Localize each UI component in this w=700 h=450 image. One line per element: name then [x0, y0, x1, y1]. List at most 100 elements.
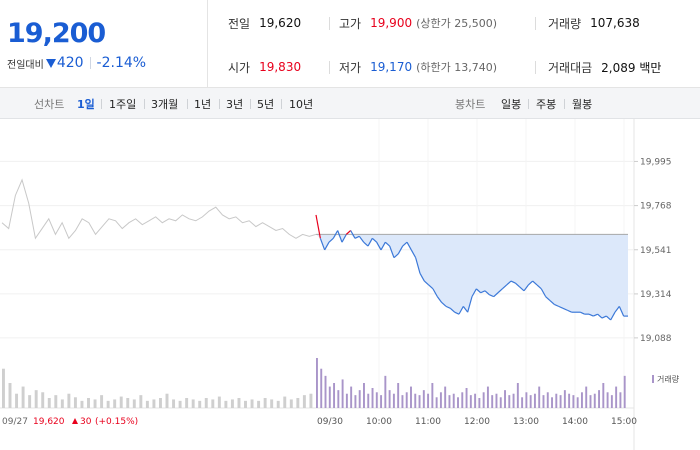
volume-bar — [172, 399, 176, 408]
prev-close-footer: 19,620 — [33, 417, 65, 427]
volume-bar — [204, 398, 208, 408]
today-series-segment — [601, 315, 607, 319]
volume-bar — [580, 392, 583, 408]
today-series-segment — [358, 235, 365, 243]
x-tick-label: 10:00 — [366, 417, 392, 427]
volume-bar — [615, 386, 618, 408]
volume-value: 107,638 — [590, 16, 640, 30]
volume-bar — [576, 397, 579, 408]
volume-bar — [21, 386, 25, 408]
today-series-segment — [337, 230, 343, 243]
today-series-segment — [506, 280, 512, 286]
today-series-segment — [527, 280, 534, 286]
volume-bar — [371, 388, 374, 408]
candle-chart-title: 봉차트 — [455, 98, 486, 111]
today-series-segment — [493, 292, 499, 298]
volume-bar — [34, 390, 38, 408]
prev-change-pct-footer: (+0.15%) — [95, 417, 138, 427]
volume-bar — [28, 395, 32, 408]
volume-bar — [8, 383, 12, 408]
volume-bar — [185, 398, 189, 408]
today-series-segment — [380, 241, 386, 251]
tab-1day[interactable]: 1일 — [77, 98, 95, 111]
volume-bar — [623, 375, 626, 408]
volume-bar — [257, 400, 261, 408]
today-series-segment — [397, 245, 404, 255]
tab-3month[interactable]: 3개월 — [151, 98, 179, 111]
volume-bar — [563, 390, 566, 408]
volume-bar — [358, 390, 361, 408]
today-series-segment — [549, 300, 555, 305]
tab-monthly-candle[interactable]: 월봉 — [572, 98, 593, 111]
volume-bar — [363, 383, 365, 408]
volume-bar — [324, 375, 327, 408]
volume-bar — [589, 395, 592, 408]
volume-bar — [302, 395, 306, 408]
volume-bar — [139, 395, 143, 408]
today-series-segment — [540, 288, 547, 297]
intraday-chart: 19,995 19,768 19,541 19,314 19,088 09/30 10:0… — [0, 119, 700, 450]
volume-bar — [414, 393, 417, 408]
volume-bar — [60, 399, 64, 408]
tab-daily-candle[interactable]: 일봉 — [501, 98, 522, 111]
today-series-segment — [389, 245, 395, 258]
volume-bar — [602, 383, 605, 408]
tab-5year[interactable]: 5년 — [257, 98, 275, 111]
volume-bar — [508, 395, 511, 408]
today-series-segment — [562, 307, 568, 311]
today-series-segment — [554, 303, 559, 307]
trade-value-value: 2,089 백만 — [601, 60, 662, 75]
upper-limit: (상한가 25,500) — [416, 17, 498, 30]
today-series-segment — [376, 241, 382, 251]
volume-bar — [320, 368, 323, 408]
tab-10year[interactable]: 10년 — [289, 98, 314, 111]
today-series-segment — [328, 237, 334, 243]
volume-bar — [270, 399, 274, 408]
today-series-segment — [354, 235, 360, 239]
volume-bar — [457, 397, 459, 408]
current-price-box: 19,200 전일대비 420 -2.14% — [0, 0, 208, 88]
tab-divider — [101, 99, 102, 109]
today-series-segment — [402, 241, 408, 247]
today-series-segment — [449, 307, 456, 313]
y-tick-label: 19,314 — [640, 290, 672, 300]
today-series-segment — [510, 280, 516, 284]
today-series-segment — [610, 311, 616, 321]
today-series-segment — [436, 296, 443, 303]
x-tick-label: 09/30 — [317, 417, 343, 427]
up-triangle-icon — [72, 418, 78, 424]
volume-bar — [606, 392, 609, 408]
volume-bar — [551, 397, 553, 408]
volume-bar — [337, 390, 340, 408]
volume-bar — [345, 393, 348, 408]
volume-bar — [465, 388, 468, 408]
today-series-segment — [367, 237, 373, 247]
volume-bar — [159, 398, 162, 408]
tab-1year[interactable]: 1년 — [194, 98, 212, 111]
volume-bar — [555, 393, 558, 408]
tab-3year[interactable]: 3년 — [226, 98, 244, 111]
volume-bar — [191, 399, 195, 408]
today-series-segment — [501, 284, 508, 290]
volume-label: 거래량 — [548, 16, 582, 31]
tab-divider — [219, 99, 220, 109]
today-series-segment — [532, 280, 538, 286]
volume-bar — [538, 386, 541, 408]
volume-bar — [516, 383, 519, 408]
today-series-segment — [593, 313, 598, 317]
tab-weekly-candle[interactable]: 주봉 — [536, 98, 557, 111]
down-triangle-icon — [45, 59, 56, 68]
volume-bar — [237, 398, 241, 408]
volume-bar — [47, 398, 51, 408]
today-series-segment — [393, 253, 399, 259]
volume-bar — [87, 398, 90, 408]
volume-bar — [388, 390, 391, 408]
volume-bar — [529, 395, 532, 408]
volume-bar — [244, 400, 247, 408]
tab-1week[interactable]: 1주일 — [109, 98, 137, 111]
today-series-segment — [319, 238, 326, 251]
volume-bar — [126, 398, 130, 408]
prev-date: 09/27 — [2, 417, 28, 427]
today-series-segment — [618, 306, 625, 317]
volume-bar — [568, 393, 571, 408]
